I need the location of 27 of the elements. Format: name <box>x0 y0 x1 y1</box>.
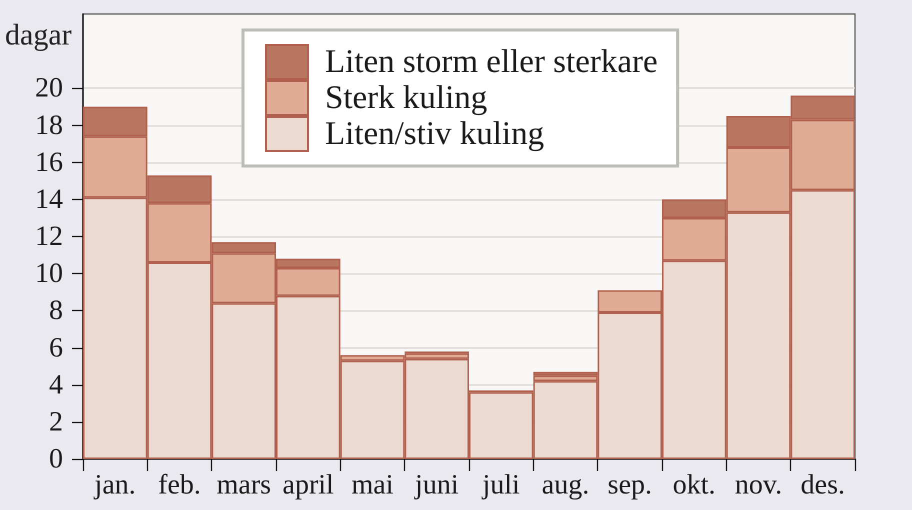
x-tick-label: mai <box>352 470 394 500</box>
y-tick-label: 2 <box>49 406 63 438</box>
y-axis-title: dagar <box>5 18 72 52</box>
y-tick-label: 8 <box>49 295 63 326</box>
y-tick-label: 10 <box>35 258 63 290</box>
y-tick-label: 16 <box>35 146 63 178</box>
x-tick-label: mars <box>216 470 272 500</box>
x-tick-label: april <box>282 470 334 500</box>
y-tick-label: 0 <box>49 444 63 474</box>
legend-label: Liten storm eller sterkare <box>325 44 658 80</box>
x-tick-label: aug. <box>542 470 590 500</box>
x-tick-label: sep. <box>608 470 652 500</box>
y-tick-label: 6 <box>49 332 63 364</box>
y-tick-label: 12 <box>35 221 63 252</box>
x-tick-label: feb. <box>158 470 201 500</box>
legend-label: Liten/stiv kuling <box>325 116 544 152</box>
y-tick-label: 4 <box>49 369 63 400</box>
x-tick-label: okt. <box>672 470 716 500</box>
x-tick-label: jan. <box>94 470 136 500</box>
x-tick-label: juni <box>414 470 459 500</box>
x-tick-label: nov. <box>734 470 782 500</box>
y-tick-label: 14 <box>35 184 63 215</box>
x-tick-label: des. <box>800 470 845 500</box>
legend-label: Sterk kuling <box>325 80 488 116</box>
x-tick-label: juli <box>481 470 520 500</box>
y-tick-label: 20 <box>35 72 63 104</box>
y-tick-label: 18 <box>35 110 63 141</box>
